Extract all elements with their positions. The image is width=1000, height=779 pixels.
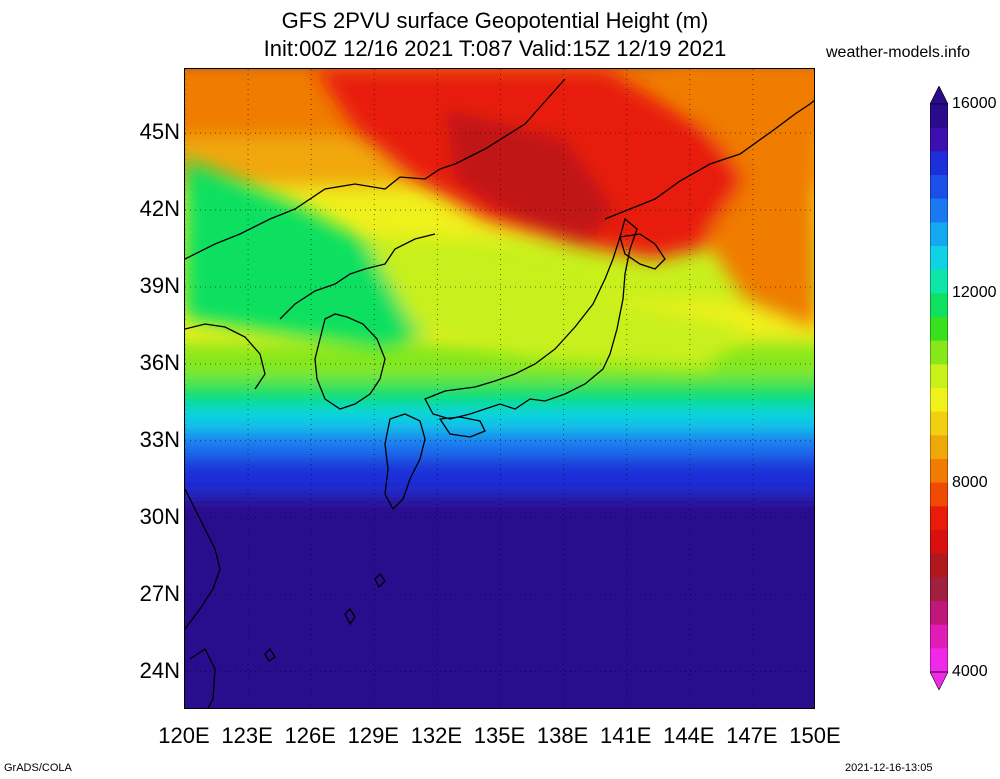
- latitude-label: 24N: [139, 657, 180, 683]
- colorbar-top-arrow: [930, 86, 948, 105]
- green-west: [185, 159, 445, 349]
- colorbar: [930, 86, 948, 690]
- colorbar-label: 4000: [952, 663, 988, 680]
- field-band: [185, 494, 814, 708]
- colorbar-segment: [930, 222, 948, 247]
- colorbar-segment: [930, 317, 948, 342]
- colorbar-segment: [930, 127, 948, 152]
- colorbar-segment: [930, 553, 948, 578]
- longitude-label: 126E: [284, 723, 336, 748]
- longitude-label: 150E: [789, 723, 841, 748]
- colorbar-segment: [930, 506, 948, 531]
- chart-subtitle: Init:00Z 12/16 2021 T:087 Valid:15Z 12/1…: [263, 36, 727, 61]
- colorbar-segment: [930, 435, 948, 460]
- colorbar-bottom-arrow: [930, 671, 948, 690]
- longitude-label: 132E: [410, 723, 463, 748]
- latitude-label: 27N: [139, 580, 180, 606]
- latitude-label: 30N: [139, 503, 180, 529]
- colorbar-segment: [930, 175, 948, 200]
- latitude-label: 33N: [139, 426, 180, 452]
- colorbar-segment: [930, 388, 948, 413]
- latitude-label: 36N: [139, 349, 180, 375]
- dark-core: [445, 109, 615, 244]
- longitude-label: 135E: [473, 723, 526, 748]
- colorbar-segment: [930, 648, 948, 673]
- colorbar-segment: [930, 577, 948, 602]
- longitude-label: 123E: [221, 723, 273, 748]
- colorbar-segment: [930, 482, 948, 507]
- colorbar-label: 8000: [952, 473, 988, 491]
- footer-left: GrADS/COLA: [4, 762, 72, 774]
- colorbar-segment: [930, 364, 948, 389]
- colorbar-segment: [930, 151, 948, 176]
- colorbar-label: 16000: [952, 95, 997, 112]
- colorbar-segment: [930, 340, 948, 365]
- map-panel: [184, 68, 815, 709]
- colorbar-segment: [930, 459, 948, 484]
- longitude-label: 144E: [663, 723, 715, 748]
- colorbar-segment: [930, 601, 948, 626]
- colorbar-segment: [930, 198, 948, 223]
- latitude-label: 45N: [139, 119, 180, 145]
- map-field: [185, 69, 814, 708]
- chart-title: GFS 2PVU surface Geopotential Height (m): [281, 8, 709, 33]
- orange-east: [665, 69, 814, 329]
- longitude-label: 120E: [158, 723, 210, 748]
- colorbar-frame: [930, 103, 948, 673]
- site-credit: weather-models.info: [826, 44, 971, 61]
- longitude-label: 141E: [599, 723, 652, 748]
- colorbar-segment: [930, 530, 948, 555]
- latitude-label: 42N: [139, 196, 180, 222]
- longitude-label: 138E: [536, 723, 589, 748]
- colorbar-segment: [930, 246, 948, 271]
- footer-right: 2021-12-16-13:05: [845, 762, 933, 774]
- colorbar-segment: [930, 293, 948, 318]
- colorbar-label: 12000: [952, 284, 997, 302]
- colorbar-segment: [930, 624, 948, 649]
- colorbar-segment: [930, 104, 948, 129]
- graticule: [185, 69, 814, 708]
- latitude-label: 39N: [139, 272, 180, 298]
- yellow-mid: [365, 239, 745, 369]
- longitude-label: 147E: [726, 723, 778, 748]
- colorbar-segment: [930, 411, 948, 436]
- colorbar-segment: [930, 269, 948, 294]
- longitude-label: 129E: [347, 723, 399, 748]
